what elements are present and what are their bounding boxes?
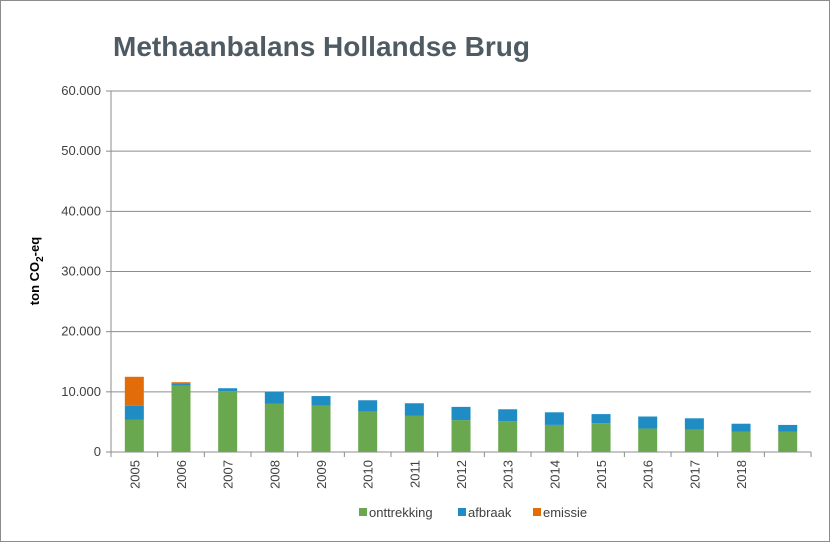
bar-afbraak: [498, 409, 518, 422]
bar-afbraak: [544, 412, 564, 425]
bar-afbraak: [171, 384, 191, 386]
bar-onttrekking: [498, 421, 518, 452]
bar-afbraak: [591, 414, 611, 424]
x-tick-label: 2005: [127, 460, 142, 489]
bar-onttrekking: [778, 431, 798, 452]
x-tick-label: 2011: [407, 460, 422, 488]
x-tick-label: 2014: [547, 460, 562, 489]
x-tick-label: 2016: [641, 460, 656, 489]
legend-swatch-afbraak: [458, 508, 466, 516]
x-tick-label: 2010: [361, 460, 376, 489]
bar-emissie: [171, 382, 191, 385]
bar-afbraak: [404, 403, 424, 416]
bar-afbraak: [731, 423, 751, 432]
x-tick-label: 2008: [267, 460, 282, 489]
y-axis-ticks: 0 10.000 20.000 30.000 40.000 50.000 60.000: [61, 83, 111, 459]
legend-swatch-onttrekking: [359, 508, 367, 516]
bar-afbraak: [311, 396, 331, 406]
y-tick-label: 60.000: [61, 83, 101, 98]
bar-onttrekking: [124, 419, 144, 452]
y-axis-label: ton CO2-eq: [27, 237, 46, 305]
legend-label-emissie: emissie: [543, 505, 587, 520]
bar-afbraak: [264, 391, 284, 404]
x-axis-ticks: 2005 2006 2007 2008 2009 2010 2011 2012 2013 2014…: [127, 460, 749, 489]
y-tick-label: 30.000: [61, 264, 101, 279]
y-axis-label-suffix: -eq: [27, 237, 42, 257]
y-axis-label-part: ton CO: [27, 262, 42, 305]
bar-afbraak: [451, 406, 471, 421]
legend-swatch-emissie: [533, 508, 541, 516]
bar-afbraak: [358, 400, 378, 412]
y-tick-label: 10.000: [61, 384, 101, 399]
bar-emissie: [124, 376, 144, 406]
x-tick-label: 2013: [501, 460, 516, 489]
bar-afbraak: [218, 388, 238, 392]
legend-label-afbraak: afbraak: [468, 505, 512, 520]
bar-onttrekking: [544, 424, 564, 452]
x-tick-label: 2009: [314, 460, 329, 489]
bar-onttrekking: [731, 431, 751, 452]
bar-afbraak: [638, 416, 658, 429]
bar-onttrekking: [591, 423, 611, 452]
bar-onttrekking: [264, 403, 284, 452]
bar-onttrekking: [684, 429, 704, 452]
y-axis-label-subscript: 2: [35, 256, 46, 262]
bar-afbraak: [684, 418, 704, 430]
x-tick-label: 2007: [221, 460, 236, 489]
bar-afbraak: [778, 424, 798, 432]
legend: onttrekking afbraak emissie: [359, 505, 587, 520]
bars: [124, 376, 798, 452]
bar-onttrekking: [218, 391, 238, 452]
chart-title: Methaanbalans Hollandse Brug: [113, 31, 530, 62]
y-tick-label: 20.000: [61, 324, 101, 339]
bar-onttrekking: [358, 411, 378, 452]
gridlines: [111, 90, 811, 393]
x-tick-label: 2018: [734, 460, 749, 489]
y-tick-label: 50.000: [61, 143, 101, 158]
bar-onttrekking: [404, 415, 424, 452]
x-tick-label: 2012: [454, 460, 469, 489]
axes: [110, 91, 812, 457]
bar-onttrekking: [451, 420, 471, 452]
bar-onttrekking: [311, 405, 331, 452]
legend-label-onttrekking: onttrekking: [369, 505, 433, 520]
bar-afbraak: [124, 405, 144, 420]
bar-onttrekking: [171, 385, 191, 452]
y-tick-label: 0: [94, 444, 101, 459]
y-tick-label: 40.000: [61, 203, 101, 218]
x-tick-label: 2006: [174, 460, 189, 489]
x-tick-label: 2017: [687, 460, 702, 489]
bar-onttrekking: [638, 428, 658, 452]
x-tick-label: 2015: [594, 460, 609, 489]
